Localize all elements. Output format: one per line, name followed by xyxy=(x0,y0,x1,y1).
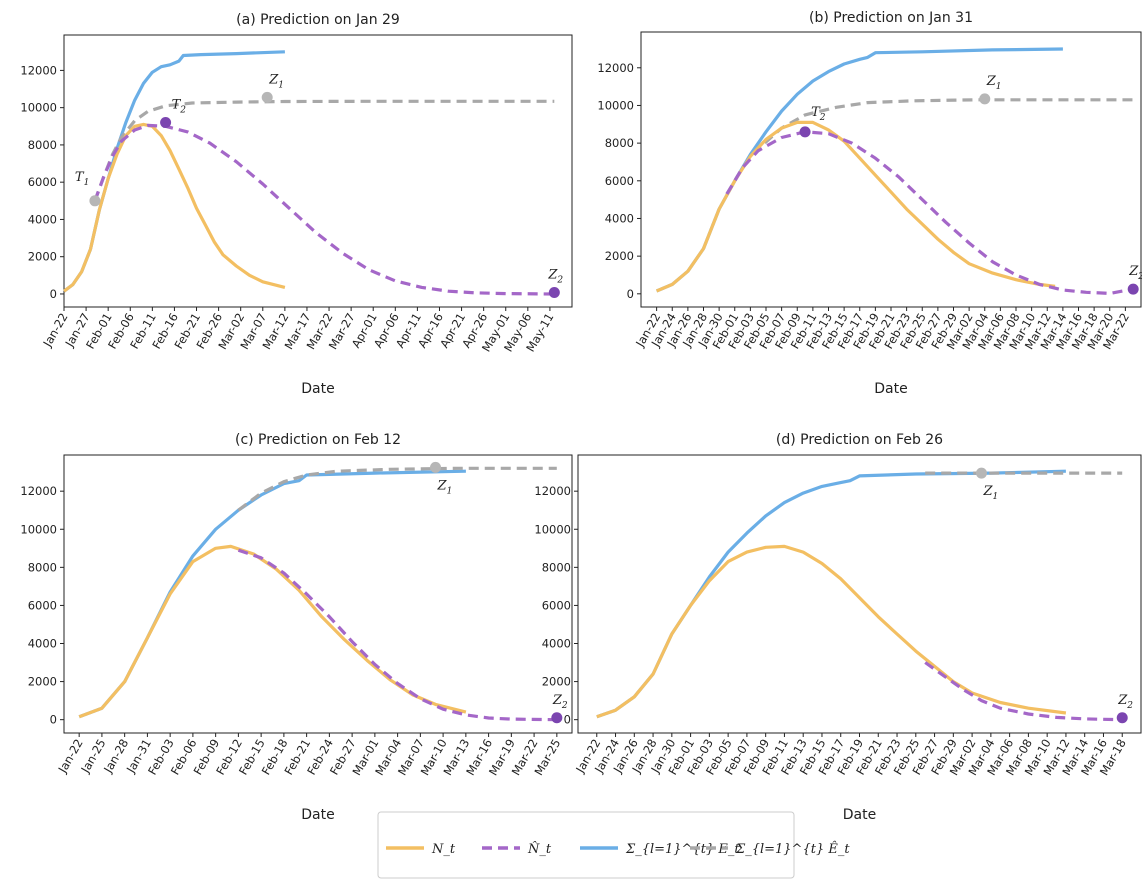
x-axis-label: Date xyxy=(301,807,334,823)
marker-annotation: Z1 xyxy=(986,74,1002,92)
marker-annotation: Z1 xyxy=(437,478,453,496)
plot-frame xyxy=(63,454,573,734)
y-tick-label: 6000 xyxy=(605,174,634,188)
chart-panel-4: (d) Prediction on Feb 26 0 2000 4000 6000 800… xyxy=(534,432,1142,823)
marker-point xyxy=(975,467,987,479)
marker-annotation: Z2 xyxy=(1117,693,1133,711)
marker-annotation: T1 xyxy=(75,170,89,188)
series-line-N-hat xyxy=(924,661,1123,722)
marker-point xyxy=(89,195,101,207)
y-tick-label: 6000 xyxy=(28,175,57,189)
marker-point xyxy=(1116,712,1128,724)
marker-subscript: 2 xyxy=(561,701,568,711)
y-tick-label: 0 xyxy=(627,287,634,301)
y-tick-label: 6000 xyxy=(542,598,571,612)
y-tick-label: 8000 xyxy=(605,136,634,150)
legend-label-N-hat: N̂_t xyxy=(527,841,552,857)
marker-point xyxy=(160,117,172,129)
y-tick-label: 10000 xyxy=(534,522,571,536)
y-tick-label: 12000 xyxy=(20,63,57,77)
chart-title: (b) Prediction on Jan 31 xyxy=(809,10,973,26)
series-line-N xyxy=(78,544,467,719)
marker-point xyxy=(1127,283,1139,295)
marker-subscript: 2 xyxy=(1137,272,1142,282)
y-tick-label: 8000 xyxy=(28,560,57,574)
series-line-E-cum xyxy=(78,469,466,719)
legend-label-E-cum: Σ_{l=1}^{t} E_t xyxy=(625,842,740,857)
legend: N_t N̂_t Σ_{l=1}^{t} E_tΣ_{l=1}^{t} Ê_t xyxy=(377,811,850,879)
series-line-N xyxy=(63,122,286,293)
chart-panel-1: (a) Prediction on Jan 29 0 2000 4000 6000 800… xyxy=(20,12,573,397)
chart-panel-3: (c) Prediction on Feb 12 0 2000 4000 6000 800… xyxy=(20,432,573,823)
marker-point xyxy=(261,91,273,103)
marker-annotation: T2 xyxy=(811,105,826,123)
y-tick-label: 4000 xyxy=(605,211,634,225)
y-tick-label: 10000 xyxy=(597,98,634,112)
marker-subscript: 1 xyxy=(993,492,999,502)
y-tick-label: 0 xyxy=(50,287,57,301)
series-line-E-hat-cum xyxy=(93,99,555,202)
series-line-E-cum xyxy=(63,50,285,293)
y-tick-label: 12000 xyxy=(534,484,571,498)
y-tick-label: 2000 xyxy=(605,249,634,263)
y-tick-label: 4000 xyxy=(28,212,57,226)
y-tick-label: 4000 xyxy=(28,637,57,651)
chart-title: (d) Prediction on Feb 26 xyxy=(776,432,943,448)
marker-subscript: 2 xyxy=(556,275,563,285)
chart-panel-2: (b) Prediction on Jan 31 0 2000 4000 6000 800… xyxy=(597,10,1142,397)
y-tick-label: 10000 xyxy=(20,101,57,115)
marker-point xyxy=(979,93,991,105)
series-line-E-cum xyxy=(655,47,1063,293)
marker-subscript: 1 xyxy=(84,178,90,188)
y-tick-label: 12000 xyxy=(20,484,57,498)
x-axis-label: Date xyxy=(874,381,907,397)
marker-point xyxy=(551,712,563,724)
marker-point xyxy=(548,286,560,298)
legend-label-E-hat-cum: Σ_{l=1}^{t} Ê_t xyxy=(735,841,850,857)
y-tick-label: 0 xyxy=(50,713,57,727)
y-tick-label: 4000 xyxy=(542,637,571,651)
marker-subscript: 1 xyxy=(996,82,1002,92)
y-tick-label: 2000 xyxy=(28,675,57,689)
marker-subscript: 1 xyxy=(447,486,453,496)
series-line-N-hat xyxy=(237,548,557,722)
y-tick-label: 2000 xyxy=(28,250,57,264)
y-tick-label: 2000 xyxy=(542,675,571,689)
chart-title: (c) Prediction on Feb 12 xyxy=(235,432,401,448)
legend-label-N: N_t xyxy=(431,842,456,857)
y-tick-label: 10000 xyxy=(20,522,57,536)
marker-point xyxy=(799,126,811,138)
marker-subscript: 2 xyxy=(819,113,826,123)
series-line-E-hat-cum xyxy=(237,466,557,512)
marker-annotation: Z1 xyxy=(268,72,284,90)
y-tick-label: 8000 xyxy=(28,138,57,152)
marker-subscript: 1 xyxy=(278,80,284,90)
series-line-N-hat xyxy=(93,123,555,296)
marker-annotation: T2 xyxy=(172,98,187,116)
marker-annotation: Z1 xyxy=(982,484,998,502)
marker-annotation: Z2 xyxy=(547,267,563,285)
x-axis-label: Date xyxy=(301,381,334,397)
plot-frame xyxy=(577,454,1142,734)
chart-title: (a) Prediction on Jan 29 xyxy=(236,12,400,28)
series-line-N-hat xyxy=(725,130,1134,295)
plot-frame xyxy=(63,34,573,308)
series-line-N xyxy=(655,120,1056,293)
series-line-N xyxy=(596,544,1067,719)
marker-point xyxy=(430,461,442,473)
y-tick-label: 6000 xyxy=(28,598,57,612)
x-axis-label: Date xyxy=(843,807,876,823)
legend-box xyxy=(377,811,795,879)
y-tick-label: 0 xyxy=(564,713,571,727)
marker-subscript: 2 xyxy=(1126,701,1133,711)
series-line-E-hat-cum xyxy=(725,98,1134,195)
marker-annotation: Z2 xyxy=(552,693,568,711)
y-tick-label: 8000 xyxy=(542,560,571,574)
y-tick-label: 12000 xyxy=(597,61,634,75)
marker-subscript: 2 xyxy=(179,106,186,116)
marker-annotation: Z2 xyxy=(1128,264,1142,282)
series-line-E-cum xyxy=(596,469,1066,719)
